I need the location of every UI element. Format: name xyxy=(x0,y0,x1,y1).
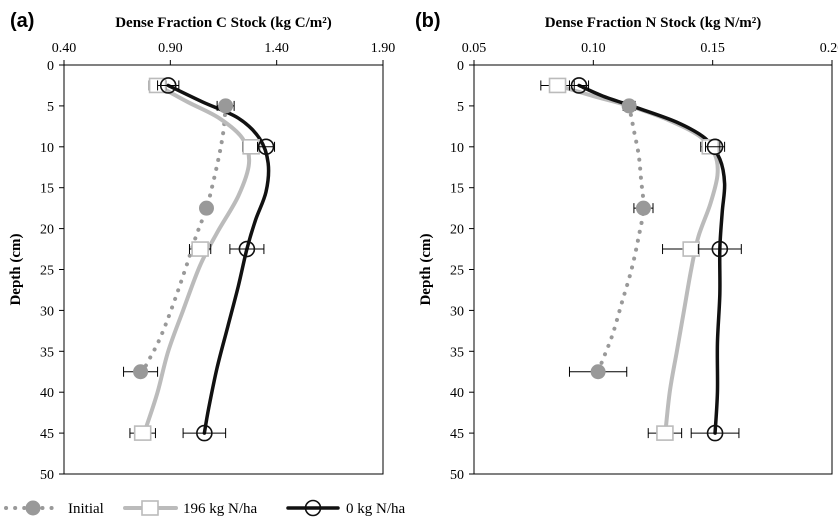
data-point-0-kg-n-ha xyxy=(196,424,213,442)
y-tick-label: 5 xyxy=(47,100,54,115)
y-tick-label: 35 xyxy=(40,345,54,360)
x-axis-title: Dense Fraction C Stock (kg C/m²) xyxy=(115,15,332,31)
y-tick-label: 20 xyxy=(40,223,54,238)
y-tick-label: 20 xyxy=(450,223,464,238)
plot-frame xyxy=(63,64,384,475)
legend-marker-196 xyxy=(141,500,159,516)
data-point-196-kg-n-ha xyxy=(191,241,209,257)
x-tick-label: 0.90 xyxy=(158,41,183,56)
y-axis-title: Depth (cm) xyxy=(8,233,24,305)
series-line-initial xyxy=(138,103,228,378)
legend-marker-shape xyxy=(304,499,322,517)
y-tick-label: 40 xyxy=(40,386,54,401)
y-tick-label: 10 xyxy=(450,141,464,156)
chart-panel-a: (a) Dense Fraction C Stock (kg C/m²) Depth… xyxy=(8,10,395,483)
legend-label-0n: 0 kg N/ha xyxy=(346,501,406,517)
data-point-196-kg-n-ha xyxy=(682,241,700,257)
data-point-0-kg-n-ha xyxy=(706,424,724,442)
panel-label: (a) xyxy=(10,10,34,32)
y-tick-label: 30 xyxy=(450,304,464,319)
data-point-initial xyxy=(621,98,637,114)
series-line-initial xyxy=(596,103,646,374)
y-tick-label: 0 xyxy=(457,59,464,74)
data-point-196-kg-n-ha xyxy=(656,425,674,441)
data-point-initial xyxy=(218,98,234,114)
x-axis-title: Dense Fraction N Stock (kg N/m²) xyxy=(545,15,762,31)
data-point-0-kg-n-ha xyxy=(706,138,724,156)
y-tick-label: 0 xyxy=(47,59,54,74)
x-tick-label: 1.90 xyxy=(371,41,396,56)
y-tick-label: 40 xyxy=(450,386,464,401)
data-point-initial xyxy=(198,200,214,216)
x-tick-label: 1.40 xyxy=(264,41,289,56)
x-tick-label: 0.40 xyxy=(52,41,77,56)
data-point-196-kg-n-ha xyxy=(548,77,567,94)
data-point-0-kg-n-ha xyxy=(238,240,256,258)
legend: Initial 196 kg N/ha 0 kg N/ha xyxy=(4,499,406,517)
plot-frame xyxy=(473,64,833,475)
data-point-initial xyxy=(133,364,149,380)
data-point-0-kg-n-ha xyxy=(711,240,729,258)
y-tick-label: 25 xyxy=(40,264,54,279)
data-point-196-kg-n-ha xyxy=(242,139,260,155)
data-point-initial xyxy=(635,200,651,216)
x-tick-label: 0.10 xyxy=(581,41,606,56)
y-tick-label: 45 xyxy=(450,427,464,442)
y-tick-label: 10 xyxy=(40,141,54,156)
y-tick-label: 45 xyxy=(40,427,54,442)
y-tick-label: 50 xyxy=(40,468,54,483)
series-line-0-kg-n-ha xyxy=(577,83,727,435)
data-point-0-kg-n-ha xyxy=(570,77,588,94)
y-axis-title: Depth (cm) xyxy=(418,233,434,305)
legend-label-196: 196 kg N/ha xyxy=(183,501,258,517)
series-line-196-kg-n-ha xyxy=(555,83,720,440)
legend-marker-initial xyxy=(25,500,41,516)
y-tick-label: 30 xyxy=(40,304,54,319)
x-tick-label: 0.20 xyxy=(820,41,838,56)
legend-marker-0n xyxy=(304,499,322,517)
x-tick-label: 0.15 xyxy=(700,41,725,56)
y-tick-label: 25 xyxy=(450,264,464,279)
x-tick-label: 0.05 xyxy=(462,41,487,56)
y-tick-label: 15 xyxy=(40,182,54,197)
y-tick-label: 5 xyxy=(457,100,464,115)
chart-panels: (a) Dense Fraction C Stock (kg C/m²) Depth… xyxy=(8,10,838,483)
series-line-0-kg-n-ha xyxy=(166,83,271,435)
data-point-initial xyxy=(590,364,606,380)
data-point-0-kg-n-ha xyxy=(257,138,275,156)
legend-marker-shape xyxy=(25,500,41,516)
y-tick-label: 15 xyxy=(450,182,464,197)
legend-label-initial: Initial xyxy=(68,501,104,517)
y-tick-label: 35 xyxy=(450,345,464,360)
panel-label: (b) xyxy=(415,10,441,32)
y-tick-label: 50 xyxy=(450,468,464,483)
legend-marker-shape xyxy=(141,500,159,516)
data-point-0-kg-n-ha xyxy=(159,77,177,94)
data-point-196-kg-n-ha xyxy=(133,425,152,441)
series-line-196-kg-n-ha xyxy=(140,83,252,440)
chart-panel-b: (b) Dense Fraction N Stock (kg N/m²) Depth… xyxy=(415,10,838,483)
